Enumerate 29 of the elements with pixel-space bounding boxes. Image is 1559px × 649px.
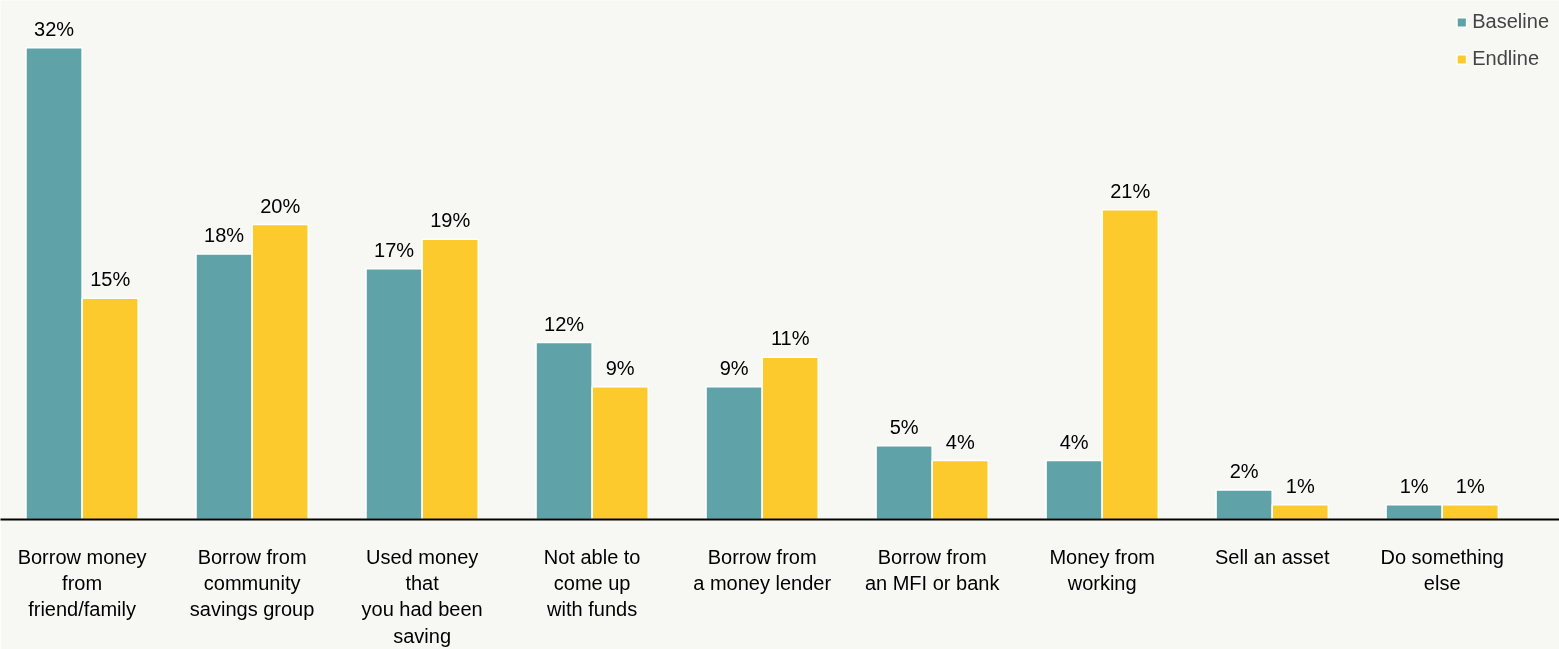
data-label: 9%	[719, 356, 749, 379]
data-label: 2%	[1229, 460, 1259, 483]
x-tick-label: Borrow money from friend/family	[17, 545, 147, 621]
x-tick-label: Sell an asset	[1214, 545, 1330, 568]
x-tick-label: Used money that you had been saving	[361, 545, 483, 647]
legend-label: Baseline	[1472, 10, 1549, 33]
data-label: 5%	[889, 415, 919, 438]
data-label: 32%	[34, 17, 75, 40]
data-label: 12%	[544, 312, 585, 335]
data-label: 11%	[770, 327, 810, 350]
data-label: 1%	[1399, 474, 1429, 497]
data-label: 18%	[204, 224, 245, 247]
x-tick-label: Not able to come up with funds	[543, 545, 641, 621]
data-label: 4%	[1059, 430, 1089, 453]
legend-label: Endline	[1472, 47, 1539, 70]
data-label: 17%	[374, 238, 415, 261]
x-tick-label: Borrow from community savings group	[189, 545, 315, 621]
data-label: 19%	[430, 209, 471, 232]
x-tick-label: Money from working	[1049, 545, 1155, 594]
x-tick-label: Borrow from a money lender	[693, 545, 832, 594]
x-tick-label: Do something else	[1380, 545, 1504, 594]
data-label: 21%	[1110, 179, 1151, 202]
data-label: 15%	[90, 268, 131, 291]
data-label: 1%	[1455, 474, 1485, 497]
data-label: 9%	[605, 356, 635, 379]
data-label: 4%	[945, 430, 975, 453]
data-label: 20%	[260, 194, 301, 217]
x-tick-label: Borrow from an MFI or bank	[864, 545, 1001, 594]
data-label: 1%	[1285, 474, 1315, 497]
